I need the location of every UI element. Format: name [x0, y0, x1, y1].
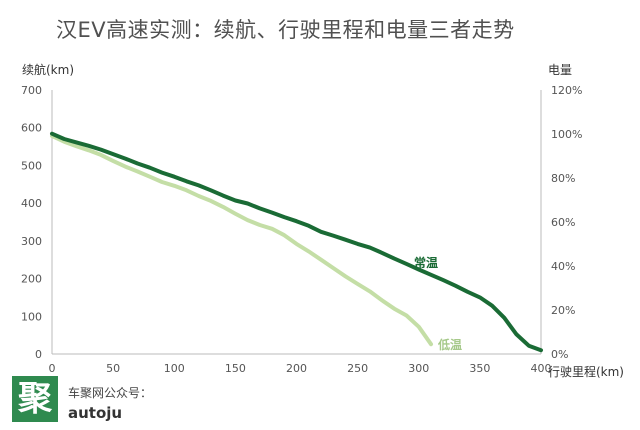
series-line-low	[50, 134, 433, 347]
x-tick-label: 350	[469, 362, 490, 375]
y2-tick-label: 100%	[551, 128, 582, 141]
y-tick-label: 200	[21, 273, 42, 286]
y2-tick-label: 40%	[551, 260, 575, 273]
wechat-label: 车聚网公众号：	[68, 386, 153, 400]
series-label-normal: 常温	[414, 255, 438, 270]
y-tick-label: 700	[21, 84, 42, 97]
y-tick-label: 600	[21, 122, 42, 135]
x-tick-label: 300	[408, 362, 429, 375]
x-tick-label: 400	[531, 362, 552, 375]
brand-logo: 聚	[12, 376, 58, 422]
y2-tick-label: 0%	[551, 348, 568, 361]
y2-tick-label: 60%	[551, 216, 575, 229]
x-tick-label: 50	[106, 362, 120, 375]
series-label-low: 低温	[437, 337, 462, 352]
chart-title: 汉EV高速实测：续航、行驶里程和电量三者走势	[56, 18, 515, 42]
x-tick-label: 200	[286, 362, 307, 375]
y2-axis-label: 电量	[548, 63, 572, 77]
y2-tick-label: 80%	[551, 172, 575, 185]
x-tick-label: 100	[164, 362, 185, 375]
series-line-normal	[50, 131, 543, 353]
y2-tick-label: 20%	[551, 304, 575, 317]
account-name: autoju	[68, 404, 123, 422]
x-tick-label: 150	[225, 362, 246, 375]
y-tick-label: 400	[21, 197, 42, 210]
x-tick-label: 250	[347, 362, 368, 375]
y-tick-label: 500	[21, 159, 42, 172]
y-axis-label: 续航(km)	[22, 62, 74, 77]
x-tick-label: 0	[49, 362, 56, 375]
x-axis-label: 行驶里程(km)	[548, 364, 624, 379]
y-tick-label: 100	[21, 310, 42, 323]
y2-tick-label: 120%	[551, 84, 582, 97]
y-tick-label: 300	[21, 235, 42, 248]
y-tick-label: 0	[35, 348, 42, 361]
